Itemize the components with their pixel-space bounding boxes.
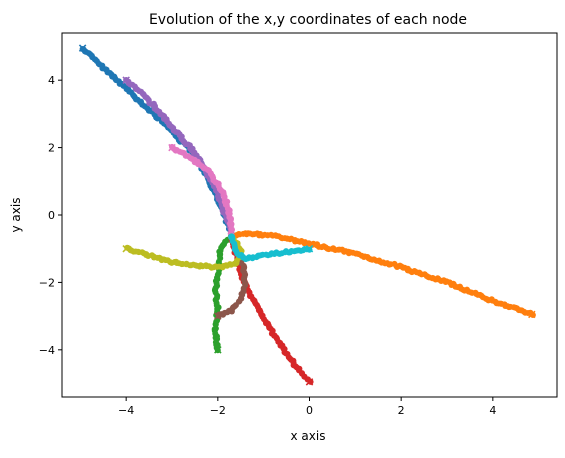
series-group	[78, 44, 536, 386]
start-marker-3	[305, 378, 314, 386]
x-tick-label: 2	[398, 404, 405, 417]
x-tick-label: 0	[306, 404, 313, 417]
start-marker-stroke	[305, 244, 314, 253]
x-tick-label: −2	[210, 404, 226, 417]
y-axis-label: y axis	[9, 198, 23, 233]
y-tick-label: 2	[48, 142, 55, 155]
series-0	[79, 46, 236, 239]
start-marker-stroke	[122, 76, 130, 84]
y-tick-label: 0	[48, 209, 55, 222]
series-2	[211, 233, 236, 354]
start-marker-stroke	[168, 143, 176, 152]
start-marker-6	[168, 143, 176, 152]
start-marker-7	[122, 244, 130, 253]
plot-area	[78, 44, 536, 386]
start-marker-1	[528, 310, 536, 319]
y-tick-label: 4	[48, 74, 55, 87]
start-marker-5	[214, 312, 222, 320]
series-8	[228, 233, 313, 263]
trajectory-end-point	[228, 233, 236, 241]
start-marker-4	[122, 76, 130, 84]
start-marker-0	[78, 44, 87, 52]
axes: −4 −2 0 2 4 −4 −2 0 2 4	[39, 32, 558, 417]
start-marker-2	[214, 346, 222, 354]
x-tick-label: −4	[118, 404, 134, 417]
start-marker-stroke	[78, 44, 87, 52]
start-marker-stroke	[214, 346, 222, 354]
start-marker-stroke	[305, 378, 314, 386]
start-marker-stroke	[528, 310, 536, 319]
x-axis-label: x axis	[291, 429, 326, 443]
start-marker-stroke	[122, 244, 130, 253]
series-1	[228, 230, 536, 318]
y-tick-label: −2	[39, 276, 55, 289]
x-tick-label: 4	[489, 404, 496, 417]
series-6	[169, 143, 236, 241]
chart-title: Evolution of the x,y coordinates of each…	[149, 12, 467, 28]
start-marker-8	[305, 244, 314, 253]
start-marker-stroke	[214, 312, 222, 320]
series-7	[124, 233, 245, 271]
y-tick-label: −4	[39, 344, 55, 357]
